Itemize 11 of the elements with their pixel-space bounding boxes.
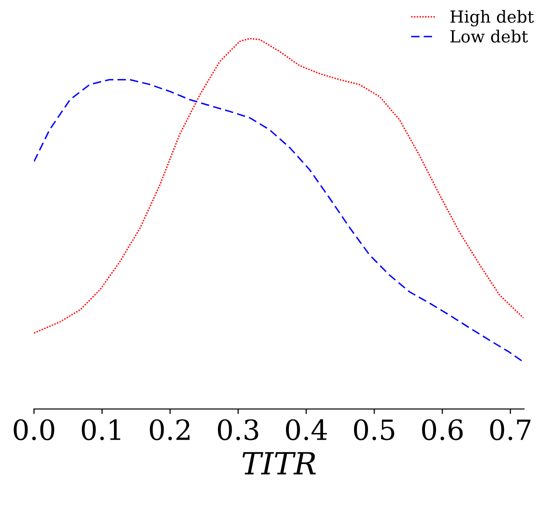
x-tick-label: 0.2 <box>150 419 190 440</box>
x-tick-label: 0.1 <box>82 419 120 440</box>
x-axis-title: TITR <box>242 452 316 474</box>
x-tick-label: 0.0 <box>14 419 54 440</box>
legend-label: Low debt <box>450 30 528 43</box>
x-tick-label: 0.4 <box>286 419 327 440</box>
x-tick-label: 0.7 <box>490 419 530 440</box>
x-tick-label: 0.3 <box>218 419 258 440</box>
legend-label: High debt <box>450 10 534 26</box>
x-tick-label: 0.5 <box>354 419 394 440</box>
x-tick-label: 0.6 <box>422 419 463 440</box>
